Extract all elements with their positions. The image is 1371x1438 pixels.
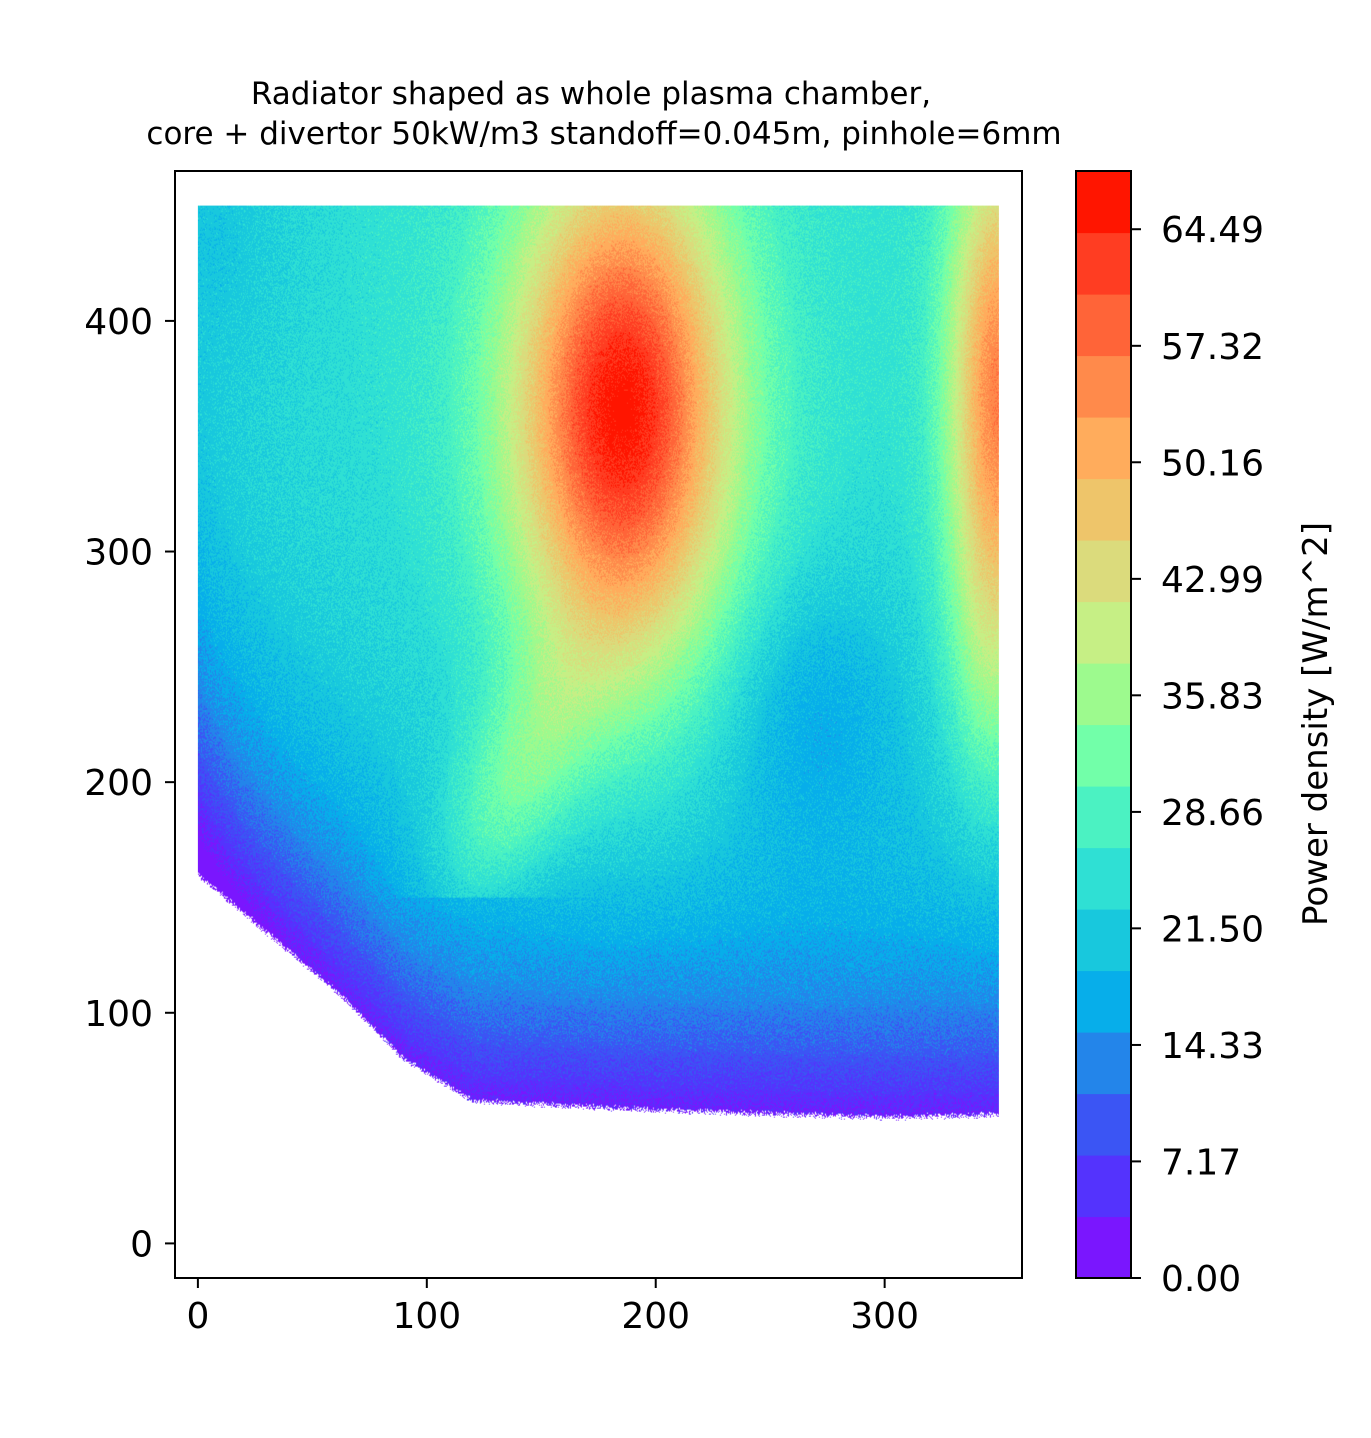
colorbar: 0.00 7.17 14.33 21.50 28.66 35.83 42.99 50.16 57… bbox=[1075, 170, 1336, 1300]
colorbar-tick-label: 14.33 bbox=[1161, 1026, 1264, 1067]
axes-frame bbox=[174, 170, 1023, 1279]
x-tick-label: 0 bbox=[186, 1296, 209, 1337]
colorbar-level bbox=[1076, 970, 1131, 1033]
colorbar-level bbox=[1076, 232, 1131, 295]
colorbar-level bbox=[1076, 601, 1131, 664]
colorbar-level bbox=[1076, 663, 1131, 726]
chart-title-line1: Radiator shaped as whole plasma chamber, bbox=[251, 76, 931, 112]
colorbar-frame bbox=[1075, 170, 1132, 1279]
colorbar-tick-label: 50.16 bbox=[1161, 443, 1264, 484]
y-tick-label: 100 bbox=[84, 994, 153, 1035]
colorbar-level bbox=[1076, 1032, 1131, 1095]
colorbar-level bbox=[1076, 171, 1131, 234]
colorbar-level bbox=[1076, 294, 1131, 357]
colorbar-tick-label: 35.83 bbox=[1161, 676, 1264, 717]
colorbar-levels bbox=[1076, 171, 1131, 1279]
colorbar-tick-label: 64.49 bbox=[1161, 210, 1264, 251]
x-tick-label: 300 bbox=[850, 1296, 919, 1337]
x-axis: 0 100 200 300 bbox=[186, 1278, 919, 1337]
colorbar-level bbox=[1076, 478, 1131, 541]
colorbar-tick-label: 21.50 bbox=[1161, 909, 1264, 950]
colorbar-ticks: 0.00 7.17 14.33 21.50 28.66 35.83 42.99 50.16 57… bbox=[1131, 210, 1264, 1300]
x-tick-label: 200 bbox=[621, 1296, 690, 1337]
colorbar-level bbox=[1076, 1155, 1131, 1218]
colorbar-level bbox=[1076, 540, 1131, 603]
y-tick-label: 200 bbox=[84, 763, 153, 804]
colorbar-level bbox=[1076, 909, 1131, 972]
heatmap-image bbox=[197, 205, 999, 1244]
colorbar-tick-label: 42.99 bbox=[1161, 560, 1264, 601]
colorbar-level bbox=[1076, 1216, 1131, 1279]
colorbar-label: Power density [W/m^2] bbox=[1296, 522, 1336, 926]
y-tick-label: 400 bbox=[84, 302, 153, 343]
y-tick-label: 0 bbox=[130, 1224, 153, 1265]
colorbar-tick-label: 57.32 bbox=[1161, 327, 1264, 368]
colorbar-tick-label: 28.66 bbox=[1161, 793, 1264, 834]
plot-area: 0 100 200 300 0 100 200 300 400 bbox=[84, 170, 1023, 1337]
colorbar-level bbox=[1076, 724, 1131, 787]
colorbar-level bbox=[1076, 1093, 1131, 1156]
colorbar-tick-label: 0.00 bbox=[1161, 1259, 1241, 1300]
colorbar-tick-label: 7.17 bbox=[1161, 1142, 1241, 1183]
colorbar-level bbox=[1076, 786, 1131, 849]
colorbar-level bbox=[1076, 417, 1131, 480]
chart-title-line2: core + divertor 50kW/m3 standoff=0.045m,… bbox=[146, 116, 1061, 152]
y-tick-label: 300 bbox=[84, 533, 153, 574]
colorbar-level bbox=[1076, 355, 1131, 418]
x-tick-label: 100 bbox=[392, 1296, 461, 1337]
y-axis: 0 100 200 300 400 bbox=[84, 302, 175, 1265]
colorbar-level bbox=[1076, 847, 1131, 910]
